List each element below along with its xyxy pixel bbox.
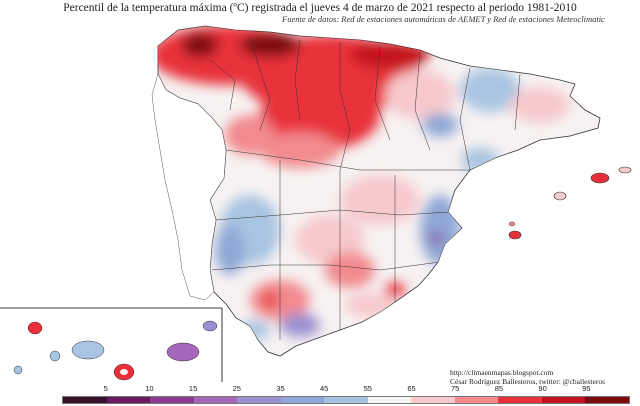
legend-swatch xyxy=(63,397,107,403)
legend-swatch xyxy=(367,397,412,403)
legend-tick: 85 xyxy=(494,384,504,393)
legend-swatch xyxy=(237,397,281,403)
legend-tick: 55 xyxy=(363,384,372,393)
legend-swatch xyxy=(193,397,238,403)
legend-tick: 95 xyxy=(582,384,591,393)
legend-swatch xyxy=(106,397,151,403)
legend-swatch xyxy=(150,397,194,403)
legend-tick: 5 xyxy=(103,384,108,393)
legend-tick: 45 xyxy=(320,384,329,393)
legend-tick: 35 xyxy=(276,384,285,393)
legend-tick: 90 xyxy=(538,384,547,393)
legend-tick: 65 xyxy=(407,384,416,393)
legend-swatch xyxy=(411,397,455,403)
spain-mainland xyxy=(157,25,601,357)
legend-tick: 75 xyxy=(451,384,460,393)
credit-url: http://climaenmapas.blogspot.com xyxy=(450,368,554,377)
color-legend: 5 10 15 25 35 45 55 65 75 85 90 95 xyxy=(62,384,630,406)
map-title: Percentil de la temperatura máxima (ºC) … xyxy=(63,2,577,14)
legend-swatch xyxy=(454,397,499,403)
data-source: Fuente de datos: Red de estaciones autom… xyxy=(282,14,605,24)
legend-swatch xyxy=(498,397,542,403)
legend-ticks: 5 10 15 25 35 45 55 65 75 85 90 95 xyxy=(62,384,630,396)
canary-islands-inset xyxy=(0,307,223,382)
balearic-islands xyxy=(508,166,632,240)
legend-swatch xyxy=(324,397,368,403)
credit-author: César Rodríguez Ballesteros, twitter: @c… xyxy=(450,377,605,386)
portugal-border xyxy=(151,73,227,301)
legend-swatch xyxy=(541,397,586,403)
legend-color-bar xyxy=(62,396,630,404)
legend-tick: 25 xyxy=(232,384,241,393)
legend-tick: 10 xyxy=(145,384,154,393)
legend-swatch xyxy=(280,397,325,403)
legend-tick: 15 xyxy=(188,384,198,393)
legend-swatch xyxy=(585,397,629,403)
